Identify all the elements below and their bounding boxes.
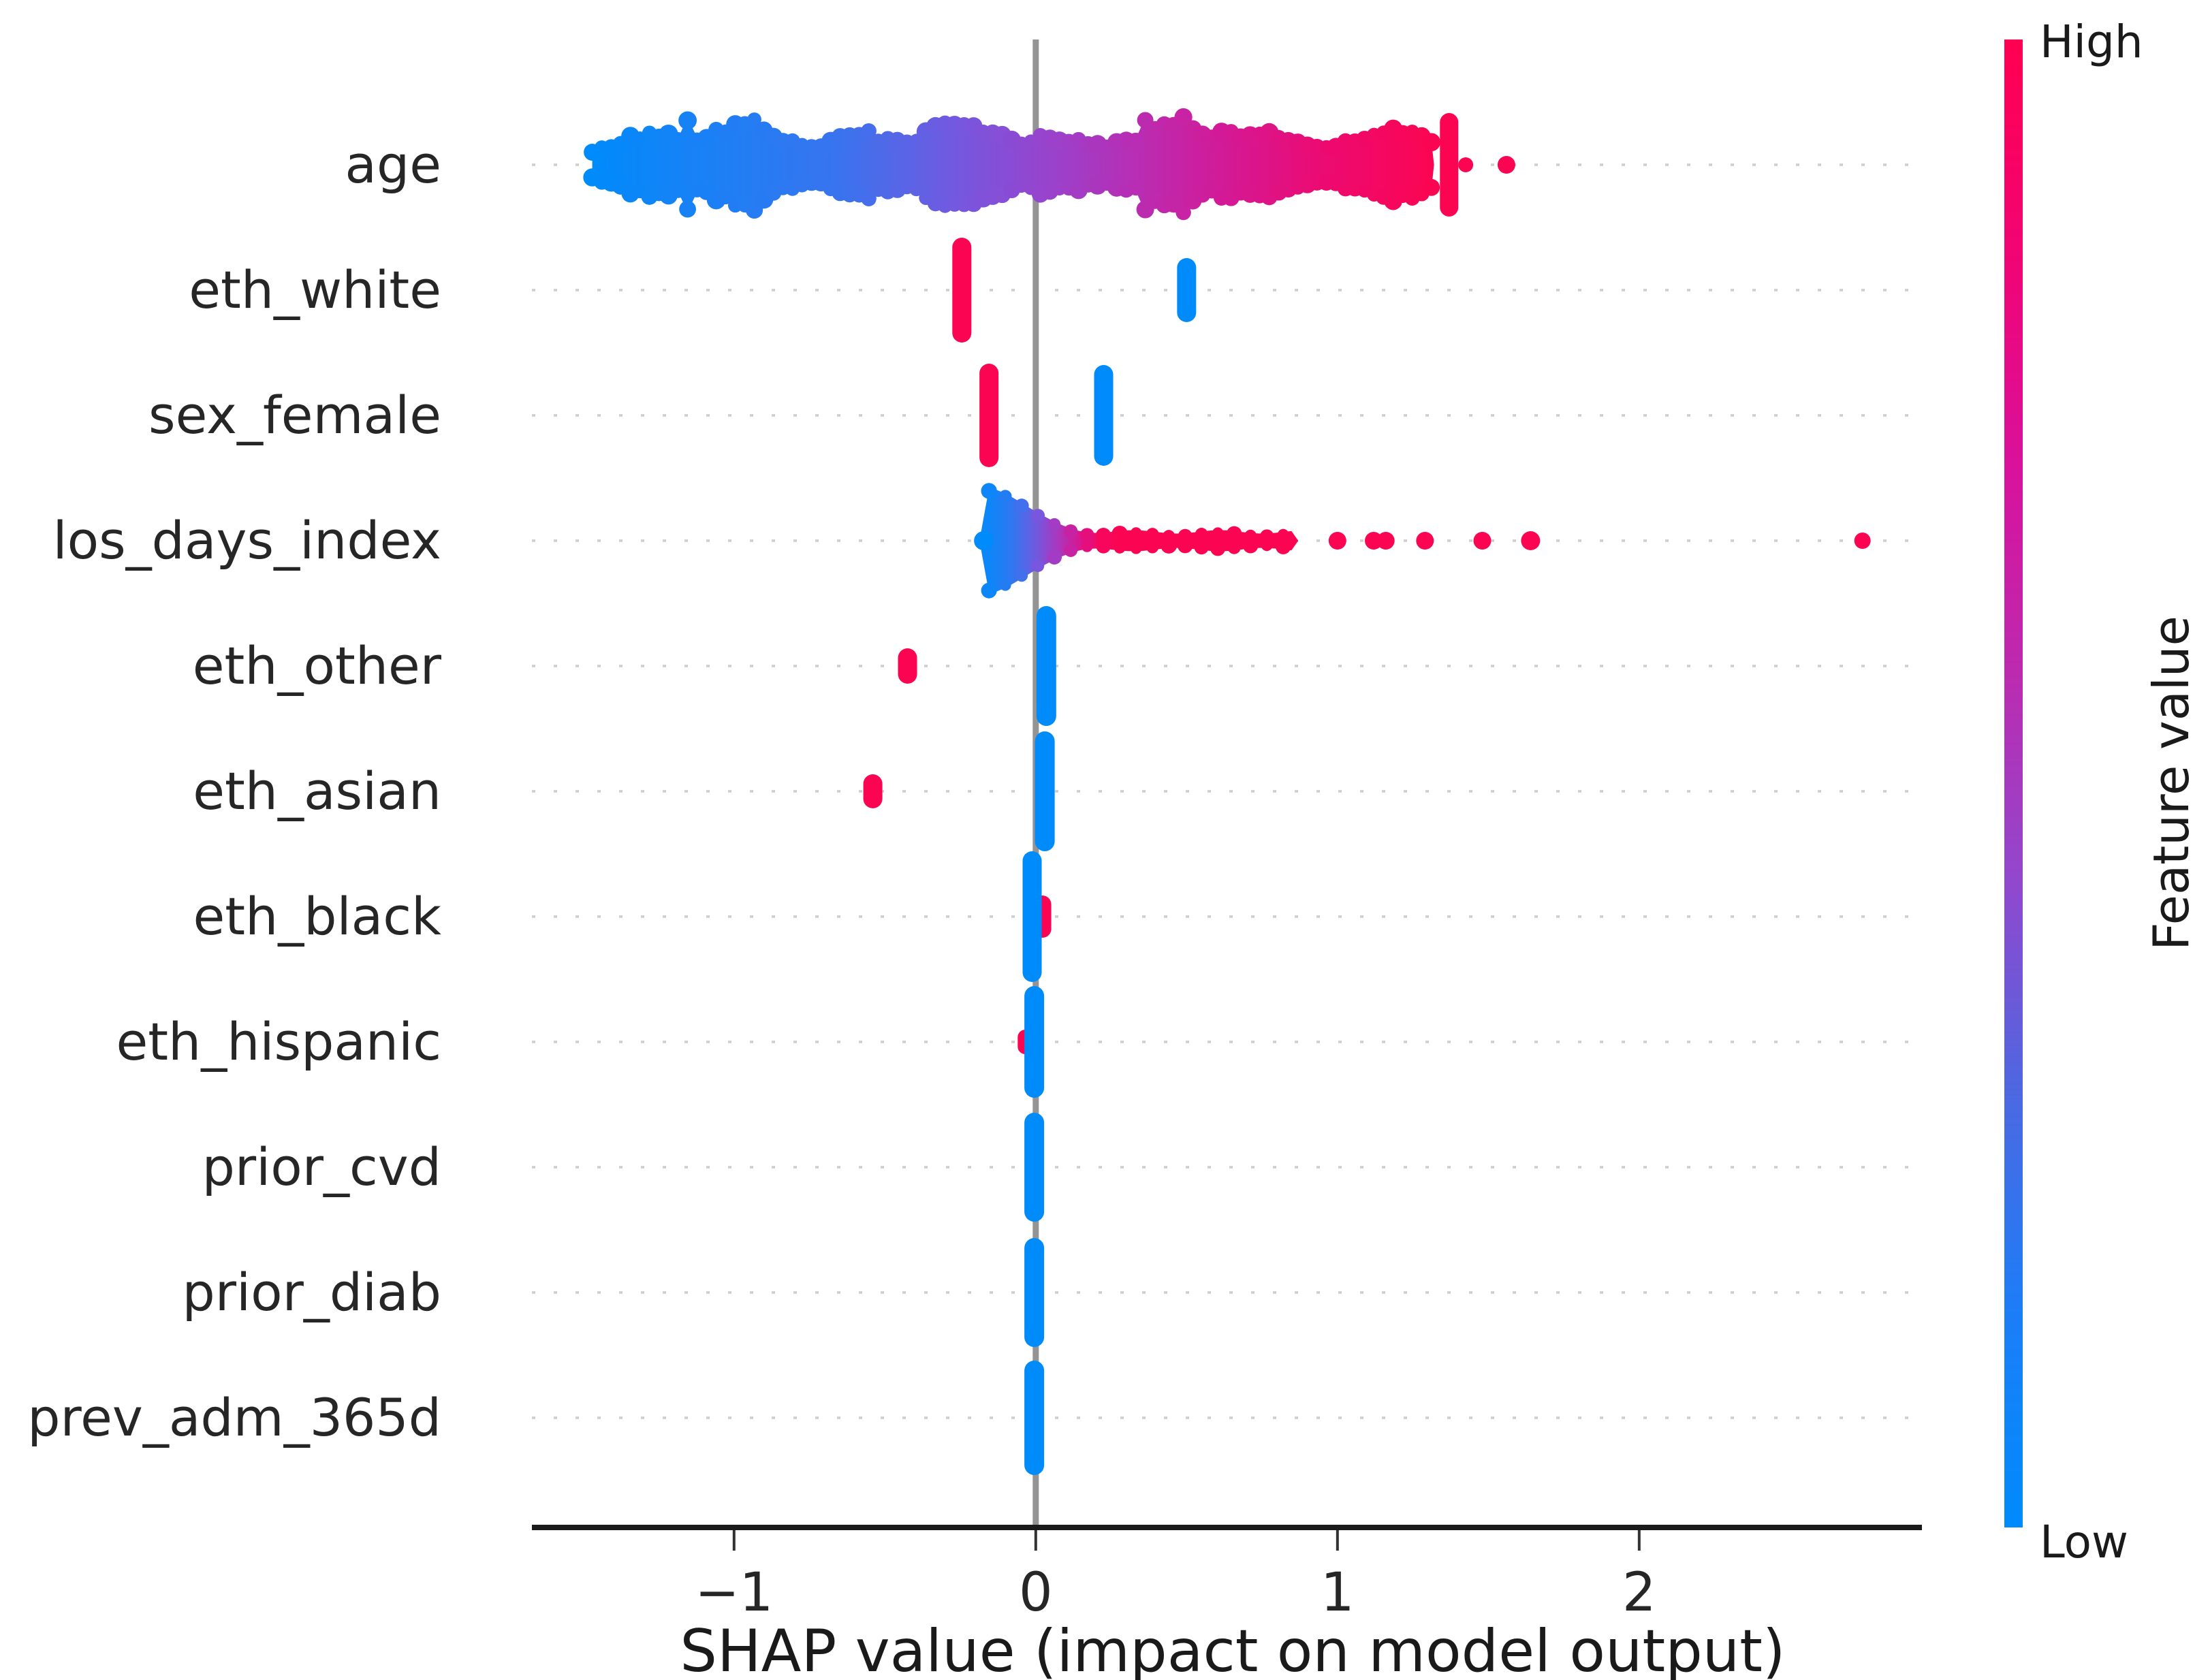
- x-tick-label: −1: [695, 1562, 774, 1623]
- swarm-edge-dot: [999, 579, 1011, 591]
- swarm-edge-dot: [981, 582, 997, 599]
- swarm-cluster-pill: [1094, 365, 1114, 466]
- swarm-dot: [1473, 532, 1491, 550]
- swarm-edge-dot: [1243, 538, 1259, 554]
- swarm-edge-dot: [1064, 524, 1078, 539]
- swarm-edge-dot: [678, 111, 697, 130]
- swarm-edge-dot: [909, 181, 924, 197]
- swarm-edge-dot: [1210, 541, 1226, 556]
- swarm-edge-dot: [1174, 108, 1193, 127]
- swarm-cluster-pill: [1024, 1361, 1045, 1475]
- swarm-edge-dot: [1014, 498, 1029, 513]
- swarm-edge-dot: [1422, 133, 1441, 152]
- swarm-edge-dot: [981, 483, 997, 499]
- swarm-edge-dot: [747, 112, 761, 127]
- feature-label-prev_adm_365d: prev_adm_365d: [27, 1387, 441, 1448]
- swarm-cluster-pill: [1024, 1238, 1045, 1347]
- swarm-edge-dot: [1175, 204, 1191, 221]
- swarm-edge-dot: [1244, 529, 1257, 542]
- swarm-edge-dot: [974, 531, 994, 550]
- swarm-edge-dot: [1015, 569, 1028, 582]
- swarm-edge-dot: [1032, 559, 1045, 572]
- swarm-edge-dot: [1131, 543, 1142, 554]
- swarm-edge-dot: [861, 191, 877, 206]
- swarm-edge-dot: [1047, 550, 1062, 565]
- swarm-edge-dot: [1064, 543, 1078, 557]
- swarm-cluster-pill: [979, 364, 999, 467]
- swarm-dot: [1458, 157, 1474, 172]
- swarm-edge-dot: [1079, 528, 1094, 543]
- swarm-edge-dot: [1081, 540, 1093, 552]
- colorbar-low-label: Low: [2040, 1516, 2128, 1568]
- swarm-edge-dot: [1227, 541, 1241, 554]
- swarm-cluster-pill: [1036, 606, 1056, 726]
- feature-label-los_days_index: los_days_index: [52, 510, 441, 571]
- x-axis-title: SHAP value (impact on model output): [680, 1617, 1786, 1680]
- feature-label-sex_female: sex_female: [148, 385, 441, 445]
- swarm-edge-dot: [1130, 527, 1142, 539]
- x-tick-label: 1: [1321, 1562, 1355, 1623]
- swarm-edge-dot: [1195, 528, 1208, 541]
- swarm-cluster-pill: [1022, 851, 1042, 982]
- swarm-edge-dot: [1226, 526, 1242, 542]
- swarm-dot: [1854, 533, 1871, 549]
- swarm-edge-dot: [1114, 541, 1126, 554]
- swarm-cluster-pill: [952, 238, 972, 343]
- swarm-edge-dot: [1277, 528, 1289, 541]
- swarm-dot: [1416, 532, 1434, 550]
- swarm-edge-dot: [1161, 537, 1178, 554]
- swarm-edge-dot: [1212, 527, 1224, 539]
- swarm-funnel-los: [979, 488, 1299, 594]
- swarm-edge-dot: [1111, 525, 1128, 542]
- feature-label-eth_white: eth_white: [189, 259, 441, 320]
- swarm-edge-dot: [1048, 518, 1061, 530]
- feature-label-prior_cvd: prior_cvd: [202, 1137, 441, 1197]
- x-tick-label: 0: [1019, 1562, 1053, 1623]
- swarm-edge-dot: [1276, 539, 1291, 554]
- colorbar-title: Feature value: [2143, 616, 2200, 951]
- feature-label-prior_diab: prior_diab: [182, 1262, 441, 1322]
- feature-label-eth_other: eth_other: [192, 635, 441, 696]
- swarm-edge-dot: [1031, 509, 1045, 523]
- swarm-edge-dot: [1423, 178, 1440, 196]
- feature-label-eth_hispanic: eth_hispanic: [116, 1011, 442, 1072]
- swarm-edge-dot: [998, 490, 1012, 503]
- swarm-edge-dot: [1261, 539, 1273, 552]
- swarm-dot: [1497, 156, 1515, 174]
- feature-label-age: age: [345, 134, 441, 195]
- swarm-dot: [1328, 532, 1346, 550]
- swarm-edge-dot: [1096, 539, 1111, 554]
- feature-label-eth_black: eth_black: [193, 886, 441, 947]
- swarm-dot: [1376, 532, 1395, 550]
- swarm-edge-dot: [1146, 528, 1159, 541]
- colorbar-high-label: High: [2040, 16, 2143, 68]
- swarm-edge-dot: [1126, 132, 1145, 151]
- swarm-edge-dot: [679, 200, 697, 218]
- swarm-edge-dot: [718, 189, 733, 205]
- swarm-edge-dot: [1128, 180, 1143, 196]
- swarm-edge-dot: [669, 180, 687, 198]
- swarm-cluster-pill: [1177, 258, 1197, 322]
- swarm-cluster-pill: [1440, 113, 1459, 217]
- swarm-cluster-pill: [1024, 1113, 1045, 1222]
- swarm-edge-dot: [1194, 540, 1209, 555]
- swarm-cluster-pill: [1024, 986, 1045, 1098]
- swarm-cluster-pill: [898, 648, 917, 684]
- swarm-edge-dot: [1177, 537, 1193, 554]
- feature-label-eth_asian: eth_asian: [193, 761, 441, 821]
- swarm-cluster-pill: [863, 774, 883, 808]
- swarm-edge-dot: [1260, 529, 1274, 543]
- swarm-edge-dot: [1096, 527, 1111, 543]
- colorbar-gradient: [2004, 39, 2023, 1527]
- swarm-edge-dot: [669, 132, 687, 150]
- swarm-dot: [1521, 531, 1541, 550]
- x-tick-label: 2: [1622, 1562, 1656, 1623]
- swarm-edge-dot: [861, 123, 877, 139]
- swarm-edge-dot: [1146, 541, 1159, 554]
- swarm-cluster-pill: [1035, 731, 1055, 851]
